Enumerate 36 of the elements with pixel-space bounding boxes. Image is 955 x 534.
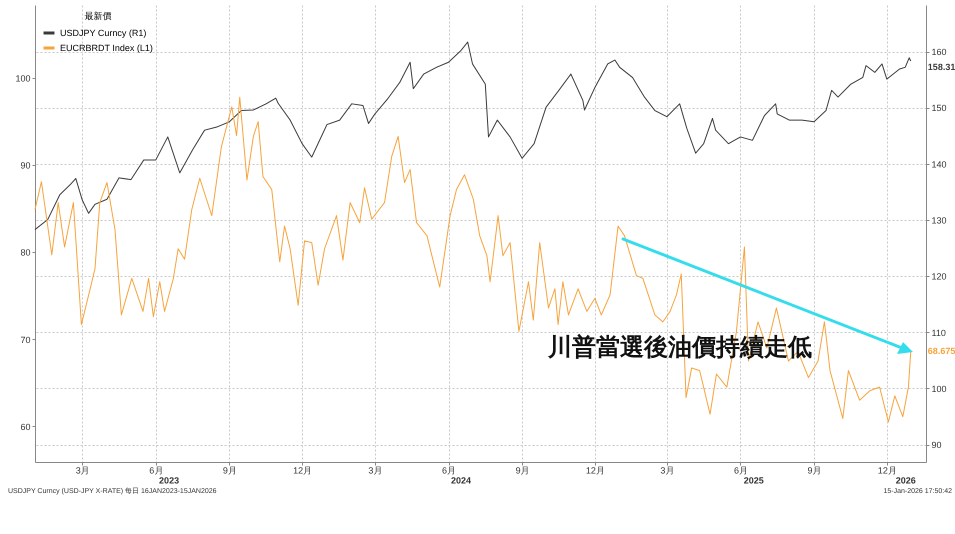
x-tick-label: 12月	[586, 466, 605, 476]
x-tick-label: 12月	[878, 466, 897, 476]
x-tick-label: 9月	[222, 466, 237, 476]
y2-tick-label: 130	[932, 216, 947, 226]
legend-title: 最新價	[84, 11, 112, 21]
y2-tick-label: 160	[932, 47, 947, 58]
y-tick-label: 100	[15, 74, 30, 84]
x-tick-label: 3月	[76, 466, 90, 476]
y2-tick-label: 120	[932, 272, 947, 282]
y-tick-label: 70	[20, 334, 30, 345]
x-tick-label: 6月	[734, 466, 748, 476]
data-label: 158.31	[928, 62, 955, 72]
x2-tick-label: 2024	[450, 476, 472, 486]
line-series	[34, 42, 912, 230]
x-tick-label: 3月	[660, 466, 674, 476]
y-tick-label: 90	[20, 160, 30, 171]
y2-tick-label: 110	[932, 328, 946, 338]
x-tick-label: 9月	[808, 466, 822, 476]
y2-tick-label: 100	[932, 384, 947, 394]
y2-tick-label: 140	[932, 159, 947, 170]
data-label: 68.675	[928, 346, 955, 356]
x-tick-label: 6月	[149, 466, 164, 476]
y2-tick-label: 90	[932, 440, 942, 450]
legend-label: USDJPY Curncy (R1)	[60, 28, 146, 38]
y2-tick-label: 150	[932, 103, 947, 114]
x2-tick-label: 2025	[744, 476, 764, 486]
legend-label: EUCRBRDT Index (L1)	[60, 43, 153, 53]
line-series	[34, 96, 912, 422]
y-tick-label: 60	[20, 422, 30, 432]
x2-tick-label: 2023	[159, 476, 180, 486]
x-tick-label: 12月	[293, 466, 312, 476]
x-tick-label: 3月	[368, 466, 382, 476]
x-tick-label: 6月	[442, 466, 456, 476]
x-tick-label: 9月	[516, 466, 530, 476]
x2-tick-label: 2026	[896, 476, 916, 486]
y-tick-label: 80	[20, 248, 30, 258]
